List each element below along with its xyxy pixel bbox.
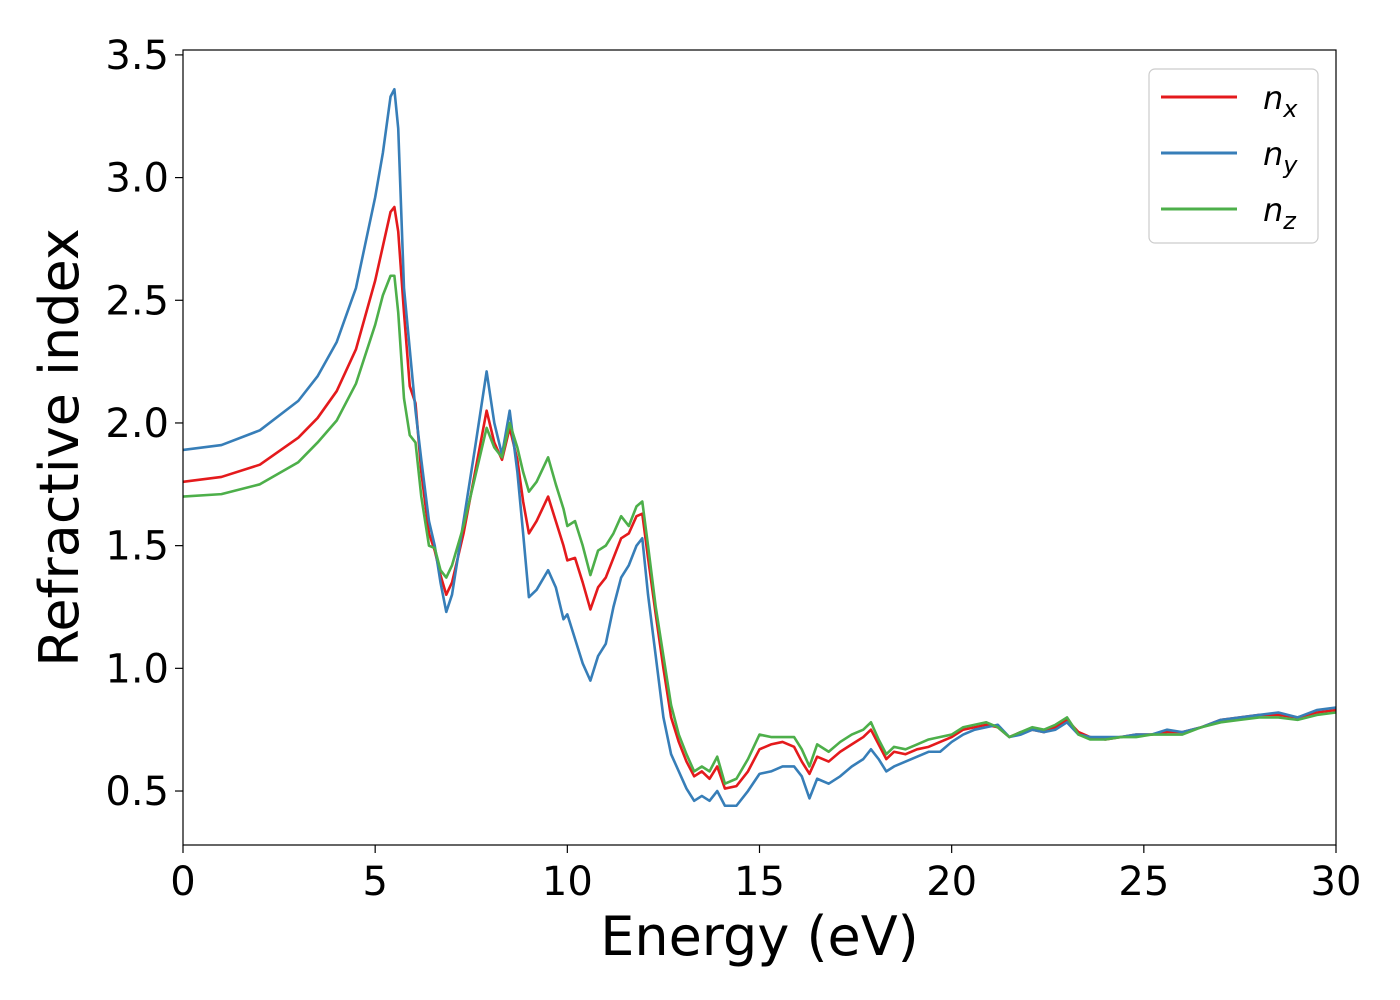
legend-frame: [1148, 68, 1319, 244]
x-axis-title: Energy (eV): [600, 905, 919, 968]
y-tick-label: 1.0: [105, 646, 169, 692]
y-axis-ticks: 0.5 1.0 1.5 2.0 2.5 3.0 3.5: [105, 33, 183, 815]
legend-label-nz: nz: [1263, 191, 1297, 235]
y-tick-label: 3.5: [105, 33, 169, 79]
series-line-nz: [183, 274, 1336, 785]
y-tick-label: 1.5: [105, 524, 169, 570]
legend: nx ny nz: [1148, 68, 1319, 244]
x-tick-label: 10: [542, 859, 593, 905]
series-line-nx: [183, 205, 1336, 790]
x-tick-label: 15: [734, 859, 785, 905]
x-tick-label: 5: [362, 859, 387, 905]
x-tick-label: 30: [1311, 859, 1362, 905]
y-tick-label: 2.0: [105, 401, 169, 447]
x-tick-label: 25: [1118, 859, 1169, 905]
y-tick-label: 0.5: [105, 769, 169, 815]
x-axis-ticks: 0 5 10 15 20 25 30: [170, 845, 1361, 905]
x-tick-label: 20: [926, 859, 977, 905]
legend-label-nx: nx: [1263, 79, 1298, 123]
y-tick-label: 2.5: [105, 278, 169, 324]
x-tick-label: 0: [170, 859, 195, 905]
legend-label-ny: ny: [1263, 135, 1298, 179]
series-layer: [183, 87, 1336, 808]
y-tick-label: 3.0: [105, 156, 169, 202]
y-axis-title: Refractive index: [28, 228, 91, 667]
